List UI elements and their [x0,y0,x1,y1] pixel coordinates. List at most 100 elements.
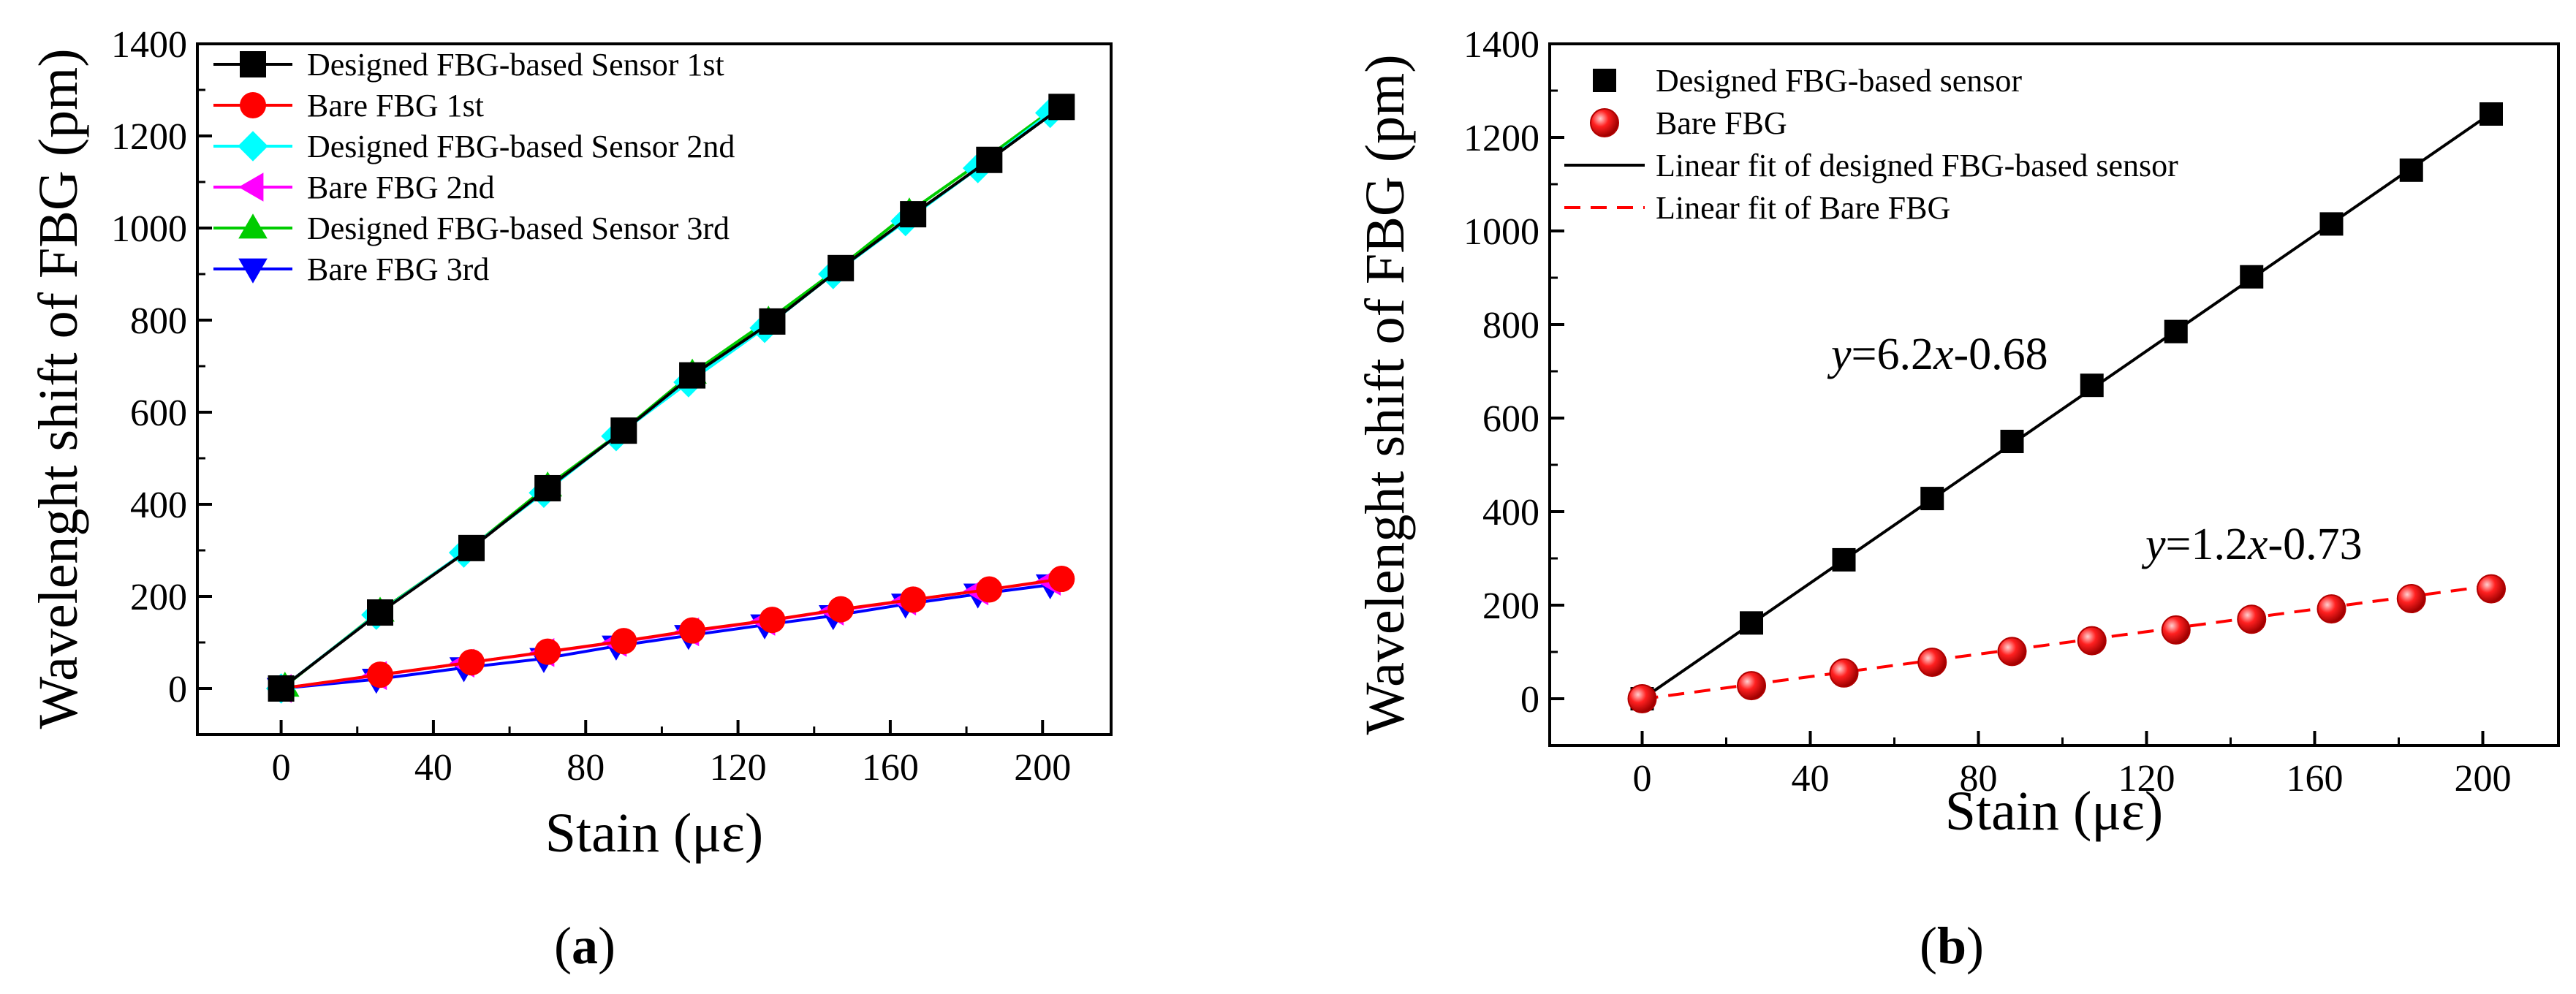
y-tick-label: 800 [1482,305,1539,346]
x-axis-label-a: Stain (με) [545,803,764,864]
y-tick-label: 1000 [111,208,187,250]
data-point-1 [458,649,485,676]
data-point-1 [1829,658,1859,688]
plot-frame-b [1548,42,2560,747]
data-point-0 [1920,487,1944,511]
data-point-1 [976,576,1003,603]
legend-label: Bare FBG [1656,105,1787,141]
data-point-0 [976,146,1003,173]
data-point-1 [759,607,786,634]
data-point-0 [827,254,855,281]
series-a [265,94,1075,704]
y-tick-label: 400 [130,485,187,526]
y-tick-label: 0 [168,669,187,710]
legend-label: Designed FBG-based Sensor 3rd [307,210,730,246]
data-point-0 [534,474,561,501]
legend-marker [240,51,266,77]
eq2-x: x [2247,520,2268,569]
data-point-1 [1627,684,1657,713]
data-point-1 [534,638,561,665]
equation-designed-sensor: y=6.2x-0.68 [1827,330,2048,379]
data-point-0 [2399,158,2423,182]
data-point-1 [2237,604,2267,634]
legend-label: Designed FBG-based Sensor 2nd [307,129,735,164]
y-tick-label: 600 [1482,398,1539,440]
data-point-0 [1832,547,1856,572]
chart-panel-a: 0 40 80 120 160 2000200400600800100012001400 … [28,24,1113,975]
data-point-1 [679,617,706,644]
data-point-0 [2080,373,2104,398]
y-tick-label: 0 [1520,679,1539,721]
data-point-0 [2164,319,2188,344]
legend-marker [238,172,264,202]
y-tick-label: 200 [130,577,187,618]
eq2-tail: -0.73 [2268,520,2363,569]
data-point-0 [2240,265,2264,289]
legend-label: Designed FBG-based sensor [1656,63,2022,99]
y-tick-label: 1000 [1463,211,1539,253]
eq2-y: y [2141,520,2166,569]
x-tick-label: 0 [272,747,291,789]
y-tick-label: 1200 [1463,118,1539,159]
data-point-1 [2477,574,2506,604]
data-point-1 [1737,671,1766,701]
data-point-0 [679,362,706,389]
x-tick-label: 40 [1792,758,1830,800]
data-point-1 [2396,584,2426,614]
data-point-1 [2316,594,2346,624]
plot-frame-a [196,42,1113,736]
y-tick-label: 600 [130,392,187,434]
legend-marker [238,213,268,239]
data-point-0 [458,534,485,561]
series-b [1627,102,2506,713]
panel-label-b-letter: b [1937,917,1966,975]
y-tick-label: 800 [130,300,187,342]
legend-label: Bare FBG 3rd [307,251,489,287]
data-point-0 [367,599,393,626]
data-point-1 [1048,566,1075,593]
x-tick-label: 200 [1014,747,1071,789]
data-point-0 [2319,212,2344,236]
data-point-1 [1997,637,2027,667]
data-point-0 [1048,94,1075,121]
eq2-rest: =1.2 [2166,520,2248,569]
legend-label: Bare FBG 2nd [307,170,495,205]
data-point-0 [268,675,295,702]
data-point-0 [1740,611,1763,635]
legend-marker [1590,108,1619,137]
series-line-1 [281,577,1062,690]
y-tick-label: 1200 [111,116,187,158]
y-tick-label: 200 [1482,585,1539,627]
data-point-1 [900,586,927,613]
panel-label-b: (b) [1920,917,1984,975]
x-tick-label: 160 [2287,758,2344,800]
x-tick-label: 80 [567,747,605,789]
y-axis-label-b: Wavelenght shift of FBG (pm) [1355,54,1416,735]
legend-marker [240,92,266,118]
legend-label: Linear fit of Bare FBG [1656,190,1950,226]
legend-label: Bare FBG 1st [307,88,484,124]
ticks-b: 0 40 80 120 160 200 0 200 400 600 800 1000 1200 1400 [1463,24,2512,800]
x-tick-label: 40 [414,747,452,789]
data-point-0 [900,201,927,228]
ticks-a: 0 40 80 120 160 200 0 200 400 600 800 1000 1200 1400 [111,24,1071,789]
x-tick-label: 80 [1960,758,1998,800]
x-tick-label: 160 [862,747,919,789]
data-point-0 [2000,430,2024,453]
x-tick-label: 200 [2455,758,2512,800]
x-tick-label: 0 [1633,758,1652,800]
data-point-1 [2077,626,2107,656]
y-axis-label-a: Wavelenght shift of FBG (pm) [28,48,89,729]
data-point-0 [610,417,637,444]
data-point-1 [367,661,393,688]
y-tick-label: 1400 [111,24,187,66]
legend-b: Designed FBG-based sensor Bare FBG Linear … [1564,63,2178,226]
x-axis-label-b: Stain (με) [1945,781,2164,842]
y-tick-label: 400 [1482,492,1539,534]
data-point-1 [827,596,855,623]
data-point-1 [610,628,637,655]
x-tick-label: 120 [2118,758,2175,800]
eq1-rest: =6.2 [1852,330,1933,379]
data-point-0 [759,308,786,335]
